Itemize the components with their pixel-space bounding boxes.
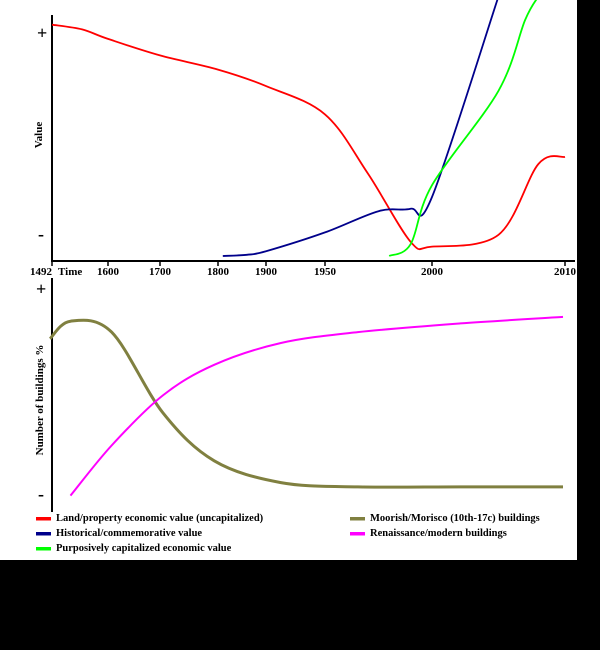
top-series-line-3	[388, 0, 538, 257]
top-x-tick-label: 1950	[314, 266, 337, 278]
top-x-tick-label: 1800	[207, 266, 230, 278]
legend-swatch	[36, 517, 51, 521]
top-x-tick-label: 2010	[554, 266, 577, 278]
top-x-tick-label: 1700	[149, 266, 172, 278]
bottom-series-line-1	[48, 318, 563, 489]
legend-label: Purposively capitalized economic value	[56, 543, 232, 554]
legend-swatch	[36, 532, 51, 536]
top-x-tick-label: 1600	[97, 266, 120, 278]
legend-label: Renaissance/modern buildings	[370, 528, 507, 539]
legend-swatch	[36, 547, 51, 551]
top-x-tick-label: 1900	[255, 266, 278, 278]
top-y-minus-sign: -	[38, 224, 44, 244]
bottom-y-plus-sign: +	[36, 279, 46, 299]
top-x-axis-title: Time	[58, 266, 82, 278]
legend-label: Historical/commemorative value	[56, 528, 202, 539]
top-series-line-1	[52, 23, 566, 251]
top-x-tick-label: 1492	[30, 266, 53, 278]
top-y-plus-sign: +	[37, 23, 47, 43]
top-series-group	[52, 0, 566, 257]
bottom-y-minus-sign: -	[38, 484, 44, 504]
bottom-chart: + - Number of buildings %	[34, 278, 564, 512]
legend-label: Land/property economic value (uncapitali…	[56, 513, 264, 524]
top-y-axis-title: Value	[33, 122, 45, 149]
top-chart: + - Value Time 1492 1600 1700 1800 1900 1950 2…	[30, 0, 577, 278]
bottom-series-group	[48, 315, 564, 497]
top-series-line-2	[222, 0, 499, 257]
legend: Land/property economic value (uncapitali…	[36, 513, 540, 554]
chart-background	[0, 0, 577, 560]
bottom-y-axis-title: Number of buildings %	[34, 345, 46, 456]
top-x-ticks: 1492 1600 1700 1800 1900 1950 2000 2010	[30, 261, 577, 278]
legend-label: Moorish/Morisco (10th-17c) buildings	[370, 513, 540, 524]
top-x-tick-label: 2000	[421, 266, 444, 278]
bottom-series-line-2	[69, 315, 564, 497]
legend-swatch	[350, 517, 365, 521]
legend-swatch	[350, 532, 365, 536]
